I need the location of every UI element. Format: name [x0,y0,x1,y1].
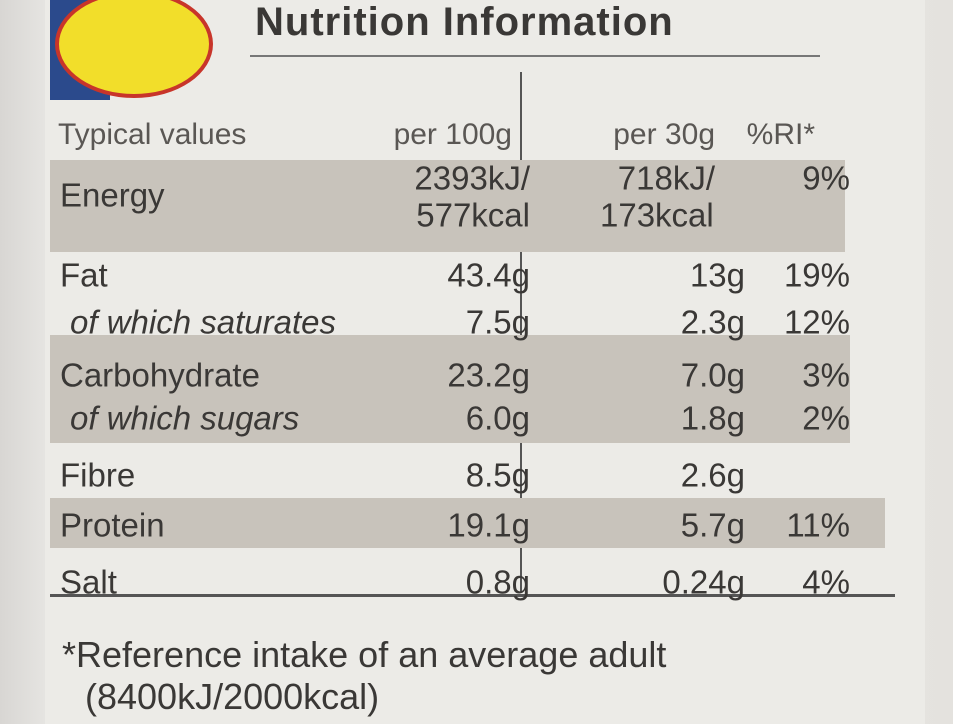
value-per30g: 1.8g [680,399,745,437]
value-ri: 9% [802,159,850,197]
value-ri: 3% [802,356,850,394]
column-header: per 30g [613,118,715,151]
row-shading [50,335,850,443]
nutrient-label: Energy [60,176,165,214]
column-header: %RI* [746,118,815,151]
value-per30g: 13g [689,256,745,294]
value-per100g: 23.2g [447,356,530,394]
value-per30g: 173kcal [600,196,714,234]
value-per30g: 0.24g [662,563,745,601]
nutrient-label: Protein [60,506,165,544]
value-ri: 12% [783,303,850,341]
value-per100g: 2393kJ/ [414,159,530,197]
logo-circle [55,0,213,98]
value-per100g: 19.1g [447,506,530,544]
footnote-rule [50,594,895,597]
value-ri: 19% [783,256,850,294]
title: Nutrition Information [255,0,674,44]
nutrient-label: Fibre [60,456,136,494]
value-ri: 4% [802,563,850,601]
value-per100g: 43.4g [447,256,530,294]
title-rule [250,55,820,57]
nutrient-label: Salt [60,563,117,601]
nutrient-label: Carbohydrate [60,356,260,394]
value-per30g: 2.6g [680,456,745,494]
column-divider [520,72,522,592]
nutrient-label: Fat [60,256,108,294]
value-per30g: 2.3g [680,303,745,341]
value-per100g: 8.5g [465,456,530,494]
footnote-line: (8400kJ/2000kcal) [85,676,380,717]
value-per30g: 7.0g [680,356,745,394]
column-header: per 100g [393,118,512,151]
value-per100g: 7.5g [465,303,530,341]
value-per30g: 5.7g [680,506,745,544]
value-per30g: 718kJ/ [617,159,715,197]
value-per100g: 577kcal [416,196,530,234]
row-shading [50,498,885,548]
footnote-line: *Reference intake of an average adult [62,634,667,675]
sub-nutrient-label: of which sugars [70,399,300,437]
value-ri: 11% [786,506,850,544]
column-header: Typical values [58,118,247,151]
value-per100g: 6.0g [465,399,530,437]
value-ri: 2% [802,399,850,437]
row-shading [50,160,845,252]
value-per100g: 0.8g [465,563,530,601]
sub-nutrient-label: of which saturates [70,303,336,341]
